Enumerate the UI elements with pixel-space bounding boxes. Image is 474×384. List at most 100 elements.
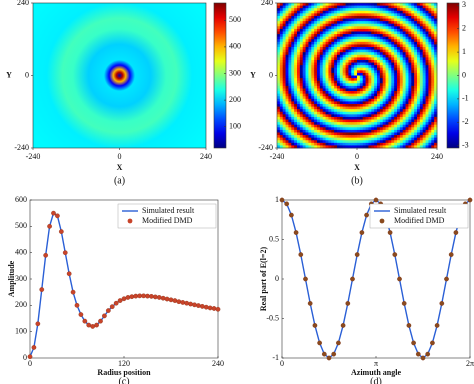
heatmap-cell — [354, 21, 358, 25]
heatmap-cell — [391, 67, 395, 71]
heatmap-cell — [305, 116, 309, 120]
heatmap-cell — [377, 116, 381, 120]
heatmap-cell — [299, 111, 304, 115]
heatmap-cell — [379, 3, 384, 6]
heatmap-cell — [362, 124, 366, 128]
heatmap-cell — [397, 21, 401, 25]
heatmap-cell — [317, 75, 321, 79]
heatmap-cell — [331, 75, 335, 79]
heatmap-cell — [308, 3, 312, 6]
heatmap-cell — [428, 41, 432, 45]
heatmap-cell — [411, 28, 415, 32]
heatmap-cell — [397, 39, 401, 43]
heatmap-cell — [417, 91, 421, 95]
heatmap-cell — [408, 75, 412, 79]
heatmap-cell — [419, 142, 424, 146]
heatmap-cell — [308, 65, 312, 69]
heatmap-cell — [325, 78, 329, 82]
heatmap-cell — [431, 5, 435, 9]
heatmap-cell — [348, 26, 352, 30]
heatmap-cell — [331, 124, 335, 128]
heatmap-cell — [297, 135, 301, 139]
heatmap-cell — [385, 106, 389, 110]
heatmap-cell — [379, 34, 384, 38]
heatmap-cell — [362, 13, 366, 17]
heatmap-cell — [431, 39, 435, 43]
y-tick-label: -0.5 — [266, 313, 279, 322]
heatmap-cell — [322, 140, 326, 144]
heatmap-cell — [377, 132, 381, 136]
heatmap-cell — [299, 119, 304, 123]
heatmap-cell — [319, 52, 324, 56]
heatmap-cell — [417, 59, 421, 63]
heatmap-cell — [362, 78, 366, 82]
heatmap-cell — [371, 111, 375, 115]
data-point — [188, 301, 193, 307]
heatmap-cell — [411, 8, 415, 12]
heatmap-cell — [351, 111, 355, 115]
heatmap-cell — [354, 28, 358, 32]
heatmap-cell — [339, 8, 344, 12]
heatmap-cell — [362, 129, 366, 133]
heatmap-cell — [308, 70, 312, 74]
heatmap-cell — [391, 36, 395, 40]
heatmap-cell — [282, 21, 286, 25]
heatmap-cell — [297, 65, 301, 69]
data-point — [86, 322, 92, 328]
heatmap-cell — [305, 101, 309, 105]
heatmap-cell — [414, 70, 418, 74]
heatmap-cell — [408, 67, 412, 71]
heatmap-cell — [359, 26, 364, 30]
heatmap-cell — [282, 116, 286, 120]
heatmap-cell — [308, 34, 312, 38]
heatmap-cell — [368, 129, 372, 133]
heatmap-cell — [334, 44, 338, 48]
heatmap-cell — [425, 132, 429, 136]
heatmap-cell — [428, 34, 432, 38]
heatmap-cell — [359, 85, 364, 89]
heatmap-cell — [374, 111, 378, 115]
data-point — [43, 252, 49, 258]
heatmap-cell — [357, 109, 361, 113]
heatmap-cell — [428, 129, 432, 133]
heatmap-cell — [348, 127, 352, 131]
heatmap-cell — [402, 83, 406, 87]
heatmap-cell — [371, 36, 375, 40]
data-point — [345, 301, 351, 306]
heatmap-cell — [351, 106, 355, 110]
heatmap-cell — [314, 47, 318, 51]
heatmap-cell — [354, 132, 358, 136]
heatmap-cell — [299, 98, 304, 102]
heatmap-cell — [288, 62, 292, 66]
heatmap-cell — [279, 52, 284, 56]
heatmap-cell — [339, 59, 344, 63]
heatmap-cell — [365, 54, 369, 58]
heatmap-cell — [308, 98, 312, 102]
data-point — [129, 294, 135, 299]
heatmap-cell — [399, 21, 404, 25]
heatmap-cell — [391, 49, 395, 53]
heatmap-cell — [374, 65, 378, 69]
heatmap-cell — [351, 8, 355, 12]
heatmap-cell — [391, 96, 395, 100]
heatmap-cell — [377, 31, 381, 35]
heatmap-cell — [311, 96, 315, 100]
heatmap-cell — [434, 62, 438, 66]
heatmap-cell — [419, 75, 424, 79]
heatmap-cell — [408, 31, 412, 35]
heatmap-cell — [422, 52, 426, 56]
heatmap-cell — [388, 28, 392, 32]
heatmap-cell — [391, 132, 395, 136]
heatmap-cell — [368, 18, 372, 22]
heatmap-cell — [314, 78, 318, 82]
heatmap-cell — [374, 52, 378, 56]
heatmap-cell — [425, 88, 429, 92]
heatmap-cell — [314, 137, 318, 141]
heatmap-cell — [382, 91, 386, 95]
heatmap-cell — [431, 85, 435, 89]
heatmap-cell — [285, 93, 289, 97]
heatmap-cell — [277, 114, 281, 118]
heatmap-cell — [299, 137, 304, 141]
heatmap-cell — [314, 18, 318, 22]
heatmap-cell — [434, 80, 438, 84]
